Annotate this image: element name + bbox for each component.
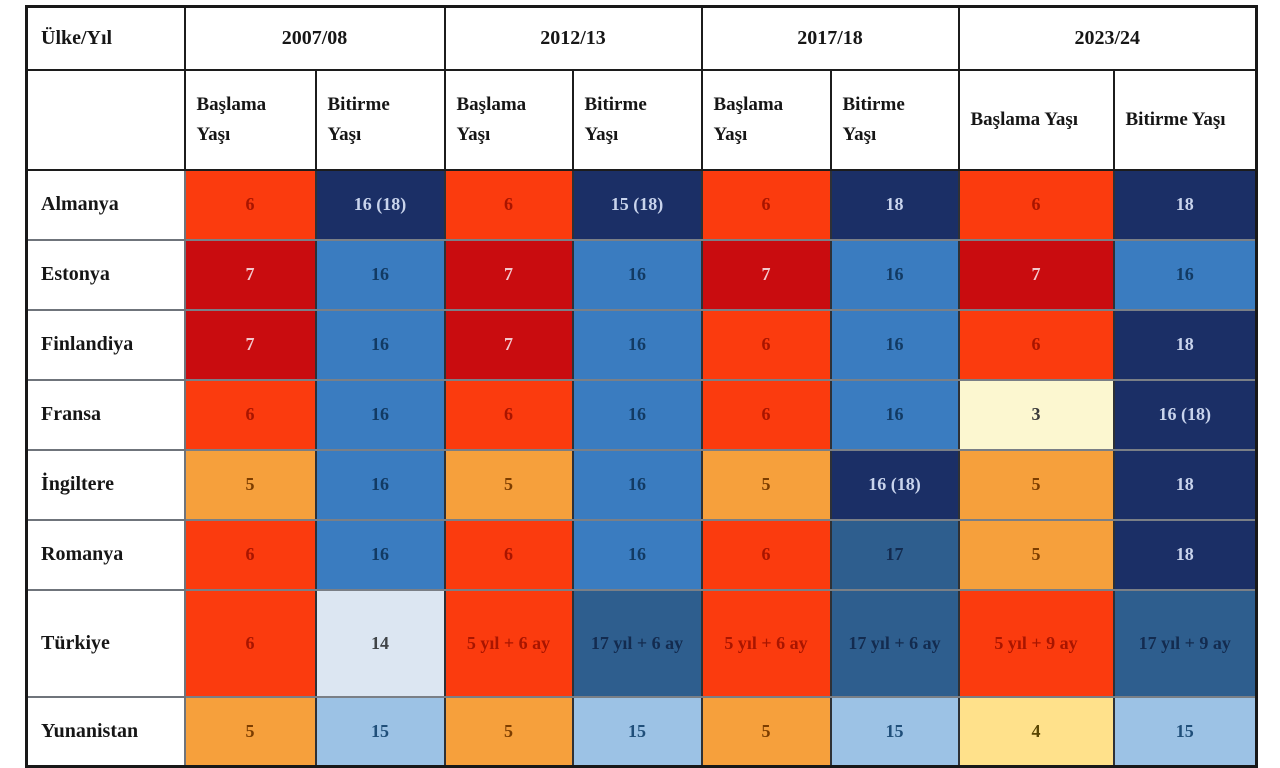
end-age-header-2017: Bitirme Yaşı: [829, 68, 960, 171]
blank-header-cell: [25, 68, 186, 171]
age-cell: 5: [183, 448, 317, 521]
age-cell: 16: [829, 308, 960, 381]
age-cell: 6: [443, 378, 574, 451]
age-cell: 15: [829, 695, 960, 768]
age-cell: 5 yıl + 6 ay: [700, 588, 832, 698]
row-label: Türkiye: [25, 588, 186, 698]
age-cell: 7: [957, 238, 1115, 311]
age-cell: 16: [829, 238, 960, 311]
age-cell: 6: [183, 588, 317, 698]
table-row: Yunanistan 5 15 5 15 5 15 4 15: [25, 695, 1258, 768]
age-cell: 17 yıl + 6 ay: [571, 588, 703, 698]
compulsory-education-ages-table: Ülke/Yıl 2007/08 2012/13 2017/18 2023/24…: [25, 5, 1258, 768]
table-body: Almanya 6 16 (18) 6 15 (18) 6 18 6 18 Estonya 7 16 7…: [25, 168, 1258, 768]
age-cell: 5 yıl + 9 ay: [957, 588, 1115, 698]
age-cell: 16: [314, 238, 446, 311]
age-cell: 17 yıl + 9 ay: [1112, 588, 1258, 698]
age-cell: 18: [1112, 518, 1258, 591]
age-cell: 18: [829, 168, 960, 241]
table-row: Türkiye 6 14 5 yıl + 6 ay 17 yıl + 6 ay 5 yıl…: [25, 588, 1258, 698]
age-cell: 17: [829, 518, 960, 591]
age-cell: 18: [1112, 168, 1258, 241]
education-ages-table-wrap: Ülke/Yıl 2007/08 2012/13 2017/18 2023/24…: [25, 5, 1258, 768]
age-cell: 7: [443, 238, 574, 311]
table-row: İngiltere 5 16 5 16 5 16 (18) 5 18: [25, 448, 1258, 521]
end-age-header-2012: Bitirme Yaşı: [571, 68, 703, 171]
age-cell: 6: [700, 518, 832, 591]
age-cell: 14: [314, 588, 446, 698]
age-cell: 3: [957, 378, 1115, 451]
age-cell: 16 (18): [829, 448, 960, 521]
age-cell: 16: [314, 378, 446, 451]
age-cell: 6: [183, 378, 317, 451]
table-row: Estonya 7 16 7 16 7 16 7 16: [25, 238, 1258, 311]
age-cell: 6: [183, 168, 317, 241]
year-header-2017-18: 2017/18: [700, 5, 960, 71]
age-cell: 5: [183, 695, 317, 768]
age-cell: 16: [571, 308, 703, 381]
year-header-2007-08: 2007/08: [183, 5, 446, 71]
age-cell: 16 (18): [1112, 378, 1258, 451]
age-cell: 6: [957, 168, 1115, 241]
age-cell: 6: [700, 168, 832, 241]
header-subrow: Başlama Yaşı Bitirme Yaşı Başlama Yaşı B…: [25, 68, 1258, 171]
age-cell: 5: [700, 695, 832, 768]
header-year-row: Ülke/Yıl 2007/08 2012/13 2017/18 2023/24: [25, 5, 1258, 71]
age-cell: 6: [700, 308, 832, 381]
age-cell: 7: [183, 308, 317, 381]
age-cell: 18: [1112, 308, 1258, 381]
age-cell: 18: [1112, 448, 1258, 521]
age-cell: 4: [957, 695, 1115, 768]
age-cell: 15 (18): [571, 168, 703, 241]
table-row: Romanya 6 16 6 16 6 17 5 18: [25, 518, 1258, 591]
age-cell: 15: [314, 695, 446, 768]
age-cell: 16: [571, 518, 703, 591]
row-label: Romanya: [25, 518, 186, 591]
age-cell: 16: [571, 238, 703, 311]
age-cell: 5: [957, 518, 1115, 591]
age-cell: 7: [700, 238, 832, 311]
age-cell: 5 yıl + 6 ay: [443, 588, 574, 698]
age-cell: 15: [1112, 695, 1258, 768]
age-cell: 6: [443, 518, 574, 591]
start-age-header-2007: Başlama Yaşı: [183, 68, 317, 171]
age-cell: 6: [700, 378, 832, 451]
age-cell: 7: [183, 238, 317, 311]
age-cell: 5: [700, 448, 832, 521]
row-label: Finlandiya: [25, 308, 186, 381]
row-label: Fransa: [25, 378, 186, 451]
row-label: İngiltere: [25, 448, 186, 521]
row-label: Estonya: [25, 238, 186, 311]
age-cell: 16: [829, 378, 960, 451]
table-row: Almanya 6 16 (18) 6 15 (18) 6 18 6 18: [25, 168, 1258, 241]
end-age-header-2007: Bitirme Yaşı: [314, 68, 446, 171]
corner-header: Ülke/Yıl: [25, 5, 186, 71]
start-age-header-2023: Başlama Yaşı: [957, 68, 1115, 171]
age-cell: 16: [1112, 238, 1258, 311]
start-age-header-2012: Başlama Yaşı: [443, 68, 574, 171]
age-cell: 5: [957, 448, 1115, 521]
age-cell: 16: [571, 448, 703, 521]
age-cell: 5: [443, 448, 574, 521]
age-cell: 15: [571, 695, 703, 768]
age-cell: 17 yıl + 6 ay: [829, 588, 960, 698]
age-cell: 16: [314, 308, 446, 381]
end-age-header-2023: Bitirme Yaşı: [1112, 68, 1258, 171]
age-cell: 16: [314, 448, 446, 521]
start-age-header-2017: Başlama Yaşı: [700, 68, 832, 171]
table-row: Fransa 6 16 6 16 6 16 3 16 (18): [25, 378, 1258, 451]
age-cell: 5: [443, 695, 574, 768]
table-row: Finlandiya 7 16 7 16 6 16 6 18: [25, 308, 1258, 381]
row-label: Almanya: [25, 168, 186, 241]
age-cell: 6: [957, 308, 1115, 381]
age-cell: 16: [571, 378, 703, 451]
year-header-2012-13: 2012/13: [443, 5, 703, 71]
age-cell: 16: [314, 518, 446, 591]
age-cell: 16 (18): [314, 168, 446, 241]
age-cell: 7: [443, 308, 574, 381]
row-label: Yunanistan: [25, 695, 186, 768]
age-cell: 6: [443, 168, 574, 241]
year-header-2023-24: 2023/24: [957, 5, 1258, 71]
age-cell: 6: [183, 518, 317, 591]
